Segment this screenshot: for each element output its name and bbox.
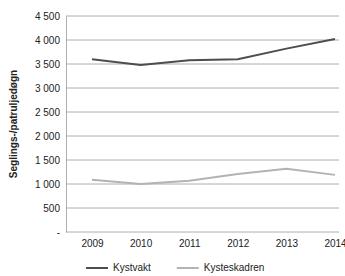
grid-line	[66, 40, 339, 41]
x-tick-label: 2009	[81, 238, 104, 249]
grid-line	[66, 64, 339, 65]
grid-line	[66, 160, 339, 161]
x-tick-label: 2013	[276, 238, 299, 249]
x-tick-label: 2011	[179, 238, 201, 249]
y-axis-line	[66, 17, 67, 233]
x-axis: 2009 2010 2011 2012 2013 2014	[81, 232, 345, 249]
grid-line	[66, 208, 339, 209]
y-tick: -	[57, 227, 66, 238]
plot-lines	[92, 39, 335, 184]
legend-swatch	[86, 267, 108, 269]
y-tick-label: 3 500	[35, 59, 60, 70]
legend: Kystvakt Kysteskadren	[86, 262, 264, 273]
grid-line	[66, 88, 339, 89]
y-tick: 2 000	[35, 131, 66, 142]
y-tick: 4 000	[35, 35, 66, 46]
series-line	[92, 169, 335, 184]
x-tick: 2009	[81, 232, 104, 249]
x-tick: 2010	[130, 232, 153, 249]
grid	[66, 16, 339, 232]
y-tick-label: 500	[43, 203, 60, 214]
legend-swatch	[177, 267, 199, 269]
x-tick: 2012	[227, 232, 250, 249]
legend-label: Kysteskadren	[204, 262, 265, 273]
y-tick-label: 2 500	[35, 107, 60, 118]
y-tick: 500	[43, 203, 66, 214]
y-tick: 3 500	[35, 59, 66, 70]
y-tick-label: 4 000	[35, 35, 60, 46]
grid-line	[66, 136, 339, 137]
grid-line	[66, 16, 339, 17]
x-tick: 2013	[276, 232, 299, 249]
y-tick: 2 500	[35, 107, 66, 118]
chart: - 500 1 000 1 500 2 000 2 500 3 000 3 500 4 000 4…	[0, 0, 345, 276]
series-line	[92, 39, 335, 65]
grid-line	[66, 184, 339, 185]
y-axis: - 500 1 000 1 500 2 000 2 500 3 000 3 500 4 000 4…	[35, 11, 67, 238]
x-tick-label: 2012	[227, 238, 250, 249]
x-tick-label: 2014	[324, 238, 345, 249]
x-tick-label: 2010	[130, 238, 153, 249]
y-tick-label: 3 000	[35, 83, 60, 94]
y-tick: 3 000	[35, 83, 66, 94]
x-tick: 2014	[324, 232, 345, 249]
y-tick: 1 000	[35, 179, 66, 190]
x-tick: 2011	[179, 232, 201, 249]
grid-line	[66, 232, 339, 233]
y-tick-label: 1 000	[35, 179, 60, 190]
grid-line	[66, 112, 339, 113]
y-tick: 4 500	[35, 11, 66, 22]
legend-label: Kystvakt	[113, 262, 151, 273]
y-tick: 1 500	[35, 155, 66, 166]
y-tick-label: 4 500	[35, 11, 60, 22]
y-tick-label: 2 000	[35, 131, 60, 142]
y-tick-label: 1 500	[35, 155, 60, 166]
y-tick-label: -	[57, 227, 60, 238]
y-axis-title: Seglings-/patruljedøgn	[8, 70, 19, 178]
